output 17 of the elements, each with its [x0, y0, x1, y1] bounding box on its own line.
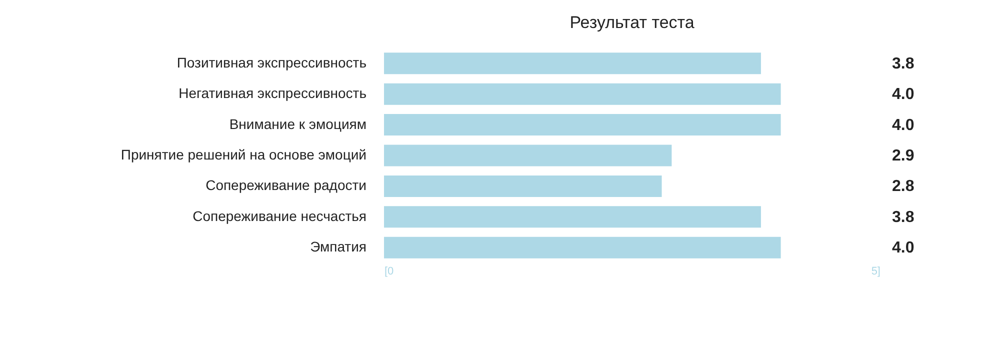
data-label: 3.8 — [892, 208, 914, 226]
y-tick-label: Негативная экспрессивность — [178, 85, 366, 102]
data-label: 2.9 — [892, 148, 914, 164]
y-tick-label: Позитивная экспрессивность — [176, 54, 366, 70]
chart-title: Результат теста — [570, 13, 695, 32]
y-tick-label: Сопереживание несчастья — [192, 208, 366, 224]
data-label: 4.0 — [892, 240, 914, 257]
data-label: 3.8 — [892, 55, 914, 72]
y-tick-label: Принятие решений на основе эмоций — [120, 146, 366, 162]
x-tick-label: [0 — [384, 266, 394, 278]
data-label: 2.8 — [892, 178, 914, 196]
data-label: 4.0 — [892, 116, 914, 134]
y-tick-label: Сопереживание радости — [206, 177, 366, 194]
data-label: 4.0 — [892, 86, 914, 104]
y-tick-label: Внимание к эмоциям — [229, 116, 366, 132]
x-tick-label: 5] — [871, 266, 880, 278]
y-tick-label: Эмпатия — [310, 238, 366, 255]
